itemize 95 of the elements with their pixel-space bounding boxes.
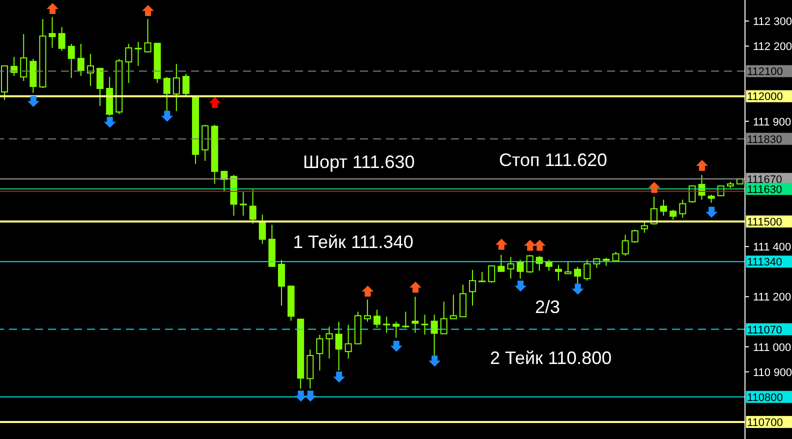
point — [294, 390, 307, 402]
candlestick — [20, 34, 28, 82]
point — [495, 238, 508, 250]
ref-line-label: 110700 — [747, 416, 783, 429]
point — [648, 182, 660, 193]
point — [696, 160, 708, 171]
point — [428, 356, 441, 367]
candlestick — [335, 321, 342, 372]
candlestick — [364, 299, 371, 322]
candlestick — [526, 254, 534, 274]
candlestick — [584, 259, 591, 282]
ref-line-label: 110800 — [747, 392, 783, 404]
ref-line-label: 111070 — [747, 324, 782, 336]
annotation: Стоп 111.620 — [499, 150, 608, 171]
candlestick — [96, 67, 104, 106]
candlestick — [77, 43, 84, 76]
candlestick — [670, 209, 677, 220]
point — [524, 240, 536, 251]
candlestick — [249, 189, 256, 224]
point — [304, 390, 316, 402]
annotation: 2 Тейк 110.800 — [490, 348, 612, 369]
candlestick — [564, 261, 572, 274]
candlestick — [68, 43, 75, 78]
candlestick — [516, 259, 524, 280]
candlestick — [125, 43, 132, 84]
candlestick — [574, 266, 582, 284]
candlestick — [450, 294, 457, 320]
annotation: 1 Тейк 111.340 — [293, 232, 414, 253]
point — [390, 340, 402, 352]
point — [208, 96, 221, 108]
candlestick — [488, 265, 496, 284]
candlestick — [144, 18, 152, 52]
candlestick — [440, 301, 448, 334]
candlestick — [58, 26, 66, 52]
candlestick — [640, 221, 648, 234]
ref-line-label: 112100 — [747, 66, 783, 78]
candlestick — [660, 199, 668, 216]
candlestick — [316, 334, 324, 372]
candlestick — [412, 296, 419, 334]
point — [46, 3, 59, 14]
point — [362, 286, 374, 297]
candlestick — [383, 316, 390, 334]
candlestick — [163, 76, 170, 112]
point — [142, 5, 154, 16]
candlestick — [612, 251, 620, 262]
point — [161, 110, 174, 122]
point — [409, 282, 422, 293]
candlestick — [278, 259, 285, 306]
candlestick — [679, 199, 686, 218]
candlestick — [258, 214, 266, 244]
candlestick — [554, 264, 562, 282]
candlestick — [459, 284, 466, 318]
ref-line-label: 111670 — [747, 174, 782, 186]
ref-line-label: 112000 — [747, 91, 783, 104]
point — [572, 284, 584, 295]
candlestick — [306, 349, 314, 390]
point — [534, 240, 546, 251]
y-tick-label: 111 400 — [753, 242, 792, 254]
candlestick — [392, 321, 400, 338]
point — [333, 372, 346, 383]
candlestick — [650, 196, 658, 226]
candlestick — [498, 254, 505, 272]
candlestick — [430, 314, 438, 356]
candlestick — [326, 326, 333, 360]
point — [104, 116, 116, 128]
y-tick-label: 112 200 — [753, 41, 792, 54]
candlestick — [172, 63, 180, 112]
y-tick-label: 111 000 — [753, 342, 792, 354]
candlestick — [344, 324, 352, 360]
candlestick — [421, 314, 428, 336]
annotation: Шорт 111.630 — [303, 152, 415, 173]
candlestick — [240, 191, 247, 216]
candlestick — [374, 309, 380, 328]
point — [27, 96, 40, 107]
y-tick-label: 110 900 — [753, 366, 792, 379]
ref-line-label: 111830 — [747, 134, 782, 146]
candlestick — [402, 311, 410, 328]
annotation: 2/3 — [535, 297, 560, 318]
candlestick — [622, 234, 629, 256]
point — [706, 206, 718, 218]
y-tick-label: 112 300 — [753, 16, 792, 28]
ref-line-label: 111630 — [747, 184, 782, 196]
candlestick — [545, 259, 552, 272]
candlestick — [134, 41, 142, 66]
candlestick — [48, 16, 56, 48]
candlestick — [478, 271, 486, 282]
ref-line-label: 111500 — [747, 216, 782, 229]
ref-line-label: 111340 — [747, 256, 782, 269]
candlestick — [469, 269, 476, 306]
y-tick-label: 111 200 — [753, 292, 792, 304]
point — [514, 280, 527, 292]
candlestick — [182, 73, 190, 98]
candlestick — [507, 256, 514, 280]
candlestick — [631, 229, 638, 244]
y-tick-label: 111 900 — [753, 116, 792, 128]
